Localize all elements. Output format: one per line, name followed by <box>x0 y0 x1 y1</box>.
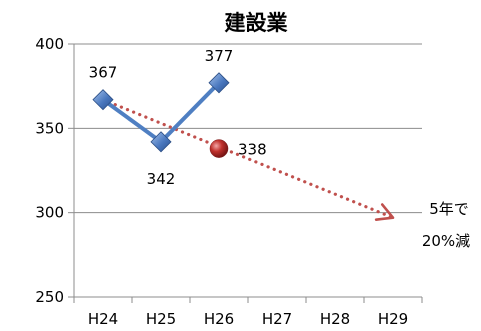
series-layer <box>92 72 230 158</box>
x-tick-label-H25: H25 <box>146 310 176 328</box>
labels-layer: 367 342 377 338 <box>89 47 267 188</box>
x-tick-label-H28: H28 <box>320 310 350 328</box>
x-tick-labels: H24 H25 H26 H27 H28 H29 <box>88 310 408 328</box>
x-axis <box>73 296 423 303</box>
data-label-H25: 342 <box>147 170 176 188</box>
data-label-H24: 367 <box>89 64 118 82</box>
trend-layer <box>101 98 395 221</box>
y-tick-label-300: 300 <box>35 204 64 222</box>
gridlines <box>74 43 422 214</box>
x-tick-label-H26: H26 <box>204 310 234 328</box>
y-axis <box>68 43 75 298</box>
annotation-line-2: 20%減 <box>422 232 470 250</box>
target-point-label: 338 <box>238 141 267 159</box>
series-0-point-H25 <box>150 131 172 153</box>
trend-line <box>101 98 395 220</box>
x-tick-label-H27: H27 <box>262 310 292 328</box>
chart-title: 建設業 <box>225 11 289 35</box>
y-tick-labels: 250 300 350 400 <box>35 35 64 306</box>
trend-arrowhead <box>374 203 395 221</box>
annotation-line-1: 5年で <box>429 200 469 218</box>
data-label-H26: 377 <box>205 47 234 65</box>
series-0-point-H24 <box>92 89 114 111</box>
series-0-point-H26 <box>208 72 230 94</box>
x-tick-label-H24: H24 <box>88 310 118 328</box>
target-point-marker <box>209 139 229 158</box>
y-tick-label-250: 250 <box>35 288 64 306</box>
y-tick-label-400: 400 <box>35 35 64 53</box>
y-tick-label-350: 350 <box>35 119 64 137</box>
x-tick-label-H29: H29 <box>378 310 408 328</box>
